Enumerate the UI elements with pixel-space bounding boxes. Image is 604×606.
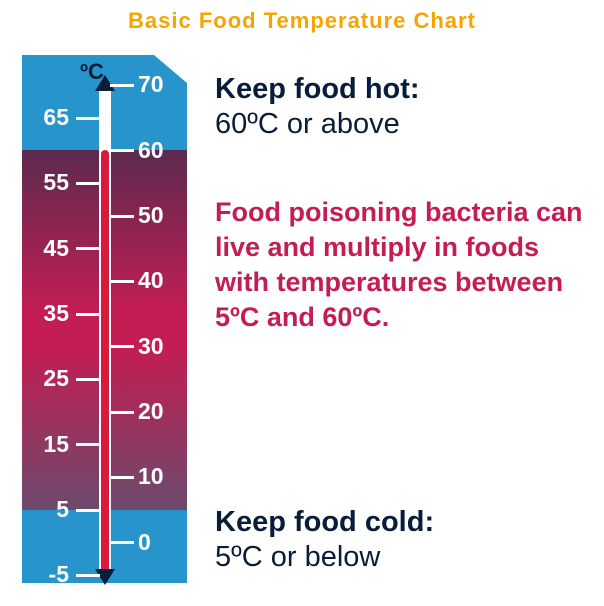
tick-label: 45: [29, 235, 69, 262]
tick-label: 35: [29, 300, 69, 327]
tick: [76, 574, 100, 577]
danger-text-block: Food poisoning bacteria can live and mul…: [215, 195, 585, 335]
arrow-up-icon: [95, 75, 115, 91]
tick-label: -5: [29, 561, 69, 588]
tick: [110, 84, 134, 87]
tick-label: 70: [138, 71, 178, 98]
hot-heading: Keep food hot:: [215, 72, 585, 107]
thermometer: ºC 7065605550454035302520151050-5: [22, 55, 187, 585]
tick: [76, 182, 100, 185]
tick-label: 10: [138, 463, 178, 490]
chart-title: Basic Food Temperature Chart: [0, 8, 604, 34]
tick: [110, 345, 134, 348]
tick: [76, 443, 100, 446]
tick-label: 40: [138, 267, 178, 294]
hot-text-block: Keep food hot: 60ºC or above: [215, 72, 585, 142]
tick-label: 55: [29, 169, 69, 196]
tick: [110, 411, 134, 414]
tick-label: 30: [138, 333, 178, 360]
tick-label: 60: [138, 137, 178, 164]
cold-heading: Keep food cold:: [215, 505, 585, 540]
tick: [110, 280, 134, 283]
tick-label: 5: [29, 496, 69, 523]
cold-sub: 5ºC or below: [215, 540, 585, 575]
tick: [76, 247, 100, 250]
thermometer-mercury: [101, 150, 109, 575]
hot-sub: 60ºC or above: [215, 107, 585, 142]
cold-text-block: Keep food cold: 5ºC or below: [215, 505, 585, 575]
danger-body: Food poisoning bacteria can live and mul…: [215, 197, 583, 332]
tick: [110, 541, 134, 544]
tick: [110, 215, 134, 218]
tick-label: 25: [29, 365, 69, 392]
tick: [76, 378, 100, 381]
tick: [76, 313, 100, 316]
tick: [76, 509, 100, 512]
tick-label: 20: [138, 398, 178, 425]
tick-label: 65: [29, 104, 69, 131]
tick: [110, 149, 134, 152]
tick: [76, 117, 100, 120]
tick: [110, 476, 134, 479]
tick-label: 15: [29, 431, 69, 458]
tick-label: 0: [138, 529, 178, 556]
tick-label: 50: [138, 202, 178, 229]
arrow-down-icon: [95, 569, 115, 585]
